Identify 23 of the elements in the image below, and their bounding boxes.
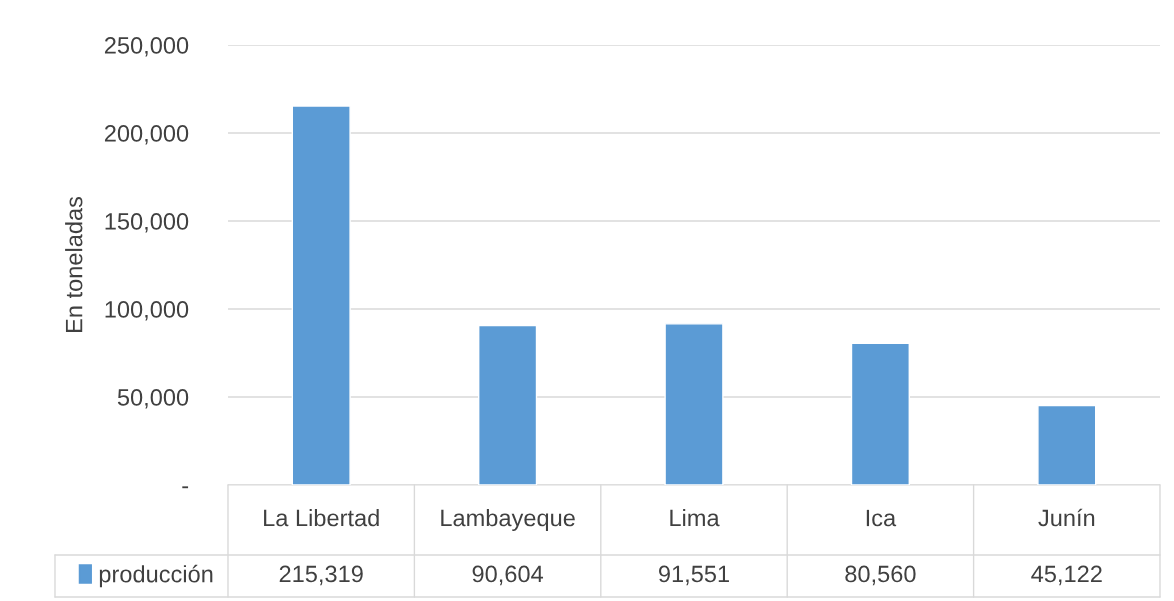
- bar: [291, 105, 351, 485]
- y-tick-label: 50,000: [117, 389, 189, 409]
- y-tick-label: 200,000: [104, 125, 189, 145]
- y-tick-label: 100,000: [105, 301, 189, 321]
- x-tick-label: Lima: [670, 508, 720, 527]
- y-axis-title: En toneladas: [65, 196, 83, 332]
- bar: [1037, 404, 1097, 485]
- x-tick-label: Lambayeque: [441, 508, 575, 531]
- data-label: 45,122: [1031, 565, 1102, 586]
- data-label: 80,560: [845, 565, 916, 586]
- x-tick-label: Junín: [1038, 508, 1095, 527]
- y-tick-label: 250,000: [104, 37, 189, 57]
- y-tick-label: -: [182, 486, 189, 489]
- data-label: 91,551: [659, 565, 729, 586]
- x-tick-label: La Libertad: [264, 508, 379, 527]
- data-label: 90,604: [472, 565, 544, 586]
- bar: [850, 342, 910, 485]
- y-tick-label: 150,000: [105, 213, 189, 233]
- x-tick-label: Ica: [866, 509, 897, 527]
- data-label: 215,319: [279, 565, 363, 586]
- bar: [478, 324, 538, 485]
- bar: [664, 323, 724, 485]
- legend-label: producción: [99, 564, 213, 588]
